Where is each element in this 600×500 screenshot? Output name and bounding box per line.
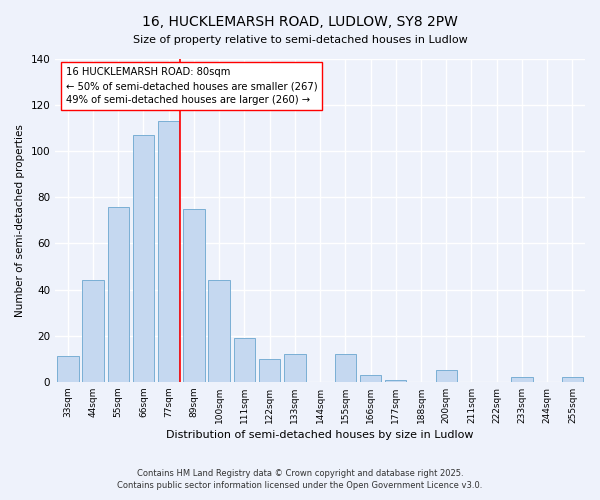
Bar — [158, 122, 179, 382]
Bar — [57, 356, 79, 382]
Bar — [335, 354, 356, 382]
Bar — [133, 135, 154, 382]
Text: Contains HM Land Registry data © Crown copyright and database right 2025.
Contai: Contains HM Land Registry data © Crown c… — [118, 469, 482, 490]
Bar — [385, 380, 406, 382]
Text: Size of property relative to semi-detached houses in Ludlow: Size of property relative to semi-detach… — [133, 35, 467, 45]
Bar — [562, 377, 583, 382]
Bar — [511, 377, 533, 382]
Bar — [436, 370, 457, 382]
Bar — [233, 338, 255, 382]
X-axis label: Distribution of semi-detached houses by size in Ludlow: Distribution of semi-detached houses by … — [166, 430, 474, 440]
Bar — [82, 280, 104, 382]
Bar — [107, 206, 129, 382]
Bar — [284, 354, 305, 382]
Text: 16, HUCKLEMARSH ROAD, LUDLOW, SY8 2PW: 16, HUCKLEMARSH ROAD, LUDLOW, SY8 2PW — [142, 15, 458, 29]
Text: 16 HUCKLEMARSH ROAD: 80sqm
← 50% of semi-detached houses are smaller (267)
49% o: 16 HUCKLEMARSH ROAD: 80sqm ← 50% of semi… — [66, 67, 317, 105]
Bar — [208, 280, 230, 382]
Bar — [360, 375, 381, 382]
Bar — [259, 359, 280, 382]
Y-axis label: Number of semi-detached properties: Number of semi-detached properties — [15, 124, 25, 317]
Bar — [183, 209, 205, 382]
